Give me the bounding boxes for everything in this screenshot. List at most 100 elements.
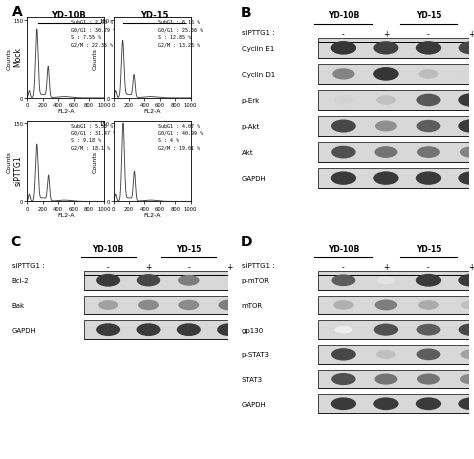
FancyBboxPatch shape [318, 345, 474, 364]
Text: +: + [146, 263, 152, 272]
Text: YD-15: YD-15 [416, 245, 441, 253]
Text: SubG1 : 4.07 %
G0/G1 : 40.99 %
S : 4 %
G2/M : 19.01 %: SubG1 : 4.07 % G0/G1 : 40.99 % S : 4 % G… [157, 123, 202, 151]
Text: siPTTG1: siPTTG1 [14, 155, 22, 185]
Text: D: D [241, 234, 252, 248]
Text: siPTTG1 :: siPTTG1 : [12, 263, 44, 269]
Ellipse shape [458, 172, 474, 185]
Text: Mock: Mock [14, 47, 22, 67]
FancyBboxPatch shape [318, 169, 474, 189]
Text: YD-10B: YD-10B [92, 245, 124, 253]
Ellipse shape [331, 146, 356, 159]
Ellipse shape [460, 350, 474, 359]
Text: -: - [427, 30, 430, 39]
Text: siPTTG1 :: siPTTG1 : [242, 263, 274, 269]
Ellipse shape [418, 301, 439, 310]
Ellipse shape [138, 300, 159, 311]
Ellipse shape [458, 397, 474, 410]
Ellipse shape [137, 324, 161, 336]
Text: +: + [468, 263, 474, 272]
Text: YD-15: YD-15 [416, 11, 441, 20]
Text: GAPDH: GAPDH [242, 176, 266, 182]
Text: p-Akt: p-Akt [242, 124, 260, 130]
Text: SubG1 : 5.55 %
G0/G1 : 31.47 %
S : 9.18 %
G2/M : 18.1 %: SubG1 : 5.55 % G0/G1 : 31.47 % S : 9.18 … [71, 123, 116, 151]
Text: siPTTG1 :: siPTTG1 : [242, 30, 274, 36]
Text: Bcl-2: Bcl-2 [12, 278, 29, 284]
Ellipse shape [374, 300, 397, 311]
Ellipse shape [460, 374, 474, 385]
Ellipse shape [377, 277, 395, 285]
Ellipse shape [373, 172, 399, 185]
Ellipse shape [459, 42, 474, 55]
Ellipse shape [331, 42, 356, 56]
Ellipse shape [376, 350, 396, 359]
FancyBboxPatch shape [83, 271, 254, 290]
Ellipse shape [333, 301, 354, 310]
Ellipse shape [178, 300, 199, 311]
Text: YD-10B: YD-10B [328, 11, 359, 20]
Text: -: - [342, 263, 345, 272]
Ellipse shape [374, 147, 397, 159]
Text: YD-15: YD-15 [176, 245, 201, 253]
X-axis label: FL2-A: FL2-A [144, 213, 161, 218]
FancyBboxPatch shape [318, 39, 474, 59]
Ellipse shape [334, 96, 353, 105]
Text: mTOR: mTOR [242, 302, 263, 308]
Text: -: - [107, 263, 109, 272]
Text: B: B [241, 6, 251, 20]
Text: GAPDH: GAPDH [12, 327, 36, 333]
FancyBboxPatch shape [318, 65, 474, 84]
FancyBboxPatch shape [318, 117, 474, 137]
Ellipse shape [460, 147, 474, 158]
Text: +: + [468, 30, 474, 39]
Y-axis label: Counts: Counts [93, 48, 98, 69]
Text: GAPDH: GAPDH [242, 401, 266, 407]
FancyBboxPatch shape [318, 143, 474, 162]
Ellipse shape [374, 42, 399, 56]
Ellipse shape [458, 274, 474, 287]
Text: YD-10B: YD-10B [51, 11, 86, 20]
Text: C: C [10, 234, 21, 248]
Text: -: - [187, 263, 190, 272]
FancyBboxPatch shape [83, 321, 254, 339]
X-axis label: FL2-A: FL2-A [144, 109, 161, 114]
Ellipse shape [177, 324, 201, 336]
Text: STAT3: STAT3 [242, 376, 263, 382]
Text: YD-15: YD-15 [140, 11, 168, 20]
Ellipse shape [462, 70, 474, 79]
Ellipse shape [417, 374, 440, 385]
Text: p-Erk: p-Erk [242, 98, 260, 104]
Ellipse shape [137, 274, 160, 287]
Ellipse shape [458, 120, 474, 134]
Text: p-STAT3: p-STAT3 [242, 352, 270, 358]
Ellipse shape [331, 120, 356, 133]
Text: SubG1 : 2.06 %
G0/G1 : 30.79 %
S : 7.55 %
G2/M : 22.35 %: SubG1 : 2.06 % G0/G1 : 30.79 % S : 7.55 … [71, 20, 116, 47]
Ellipse shape [331, 348, 356, 361]
Ellipse shape [417, 147, 440, 159]
Ellipse shape [416, 274, 441, 287]
FancyBboxPatch shape [318, 271, 474, 290]
Ellipse shape [96, 324, 120, 336]
Ellipse shape [178, 275, 200, 286]
Ellipse shape [374, 324, 398, 336]
Text: Cyclin E1: Cyclin E1 [242, 46, 274, 52]
Ellipse shape [331, 373, 356, 385]
Text: -: - [342, 30, 345, 39]
Y-axis label: Counts: Counts [7, 48, 12, 69]
Ellipse shape [373, 68, 399, 82]
Ellipse shape [416, 397, 441, 410]
Ellipse shape [374, 374, 397, 385]
Ellipse shape [417, 349, 440, 360]
Ellipse shape [417, 121, 440, 133]
Text: +: + [383, 30, 389, 39]
Ellipse shape [96, 274, 120, 287]
Ellipse shape [458, 94, 474, 107]
Ellipse shape [461, 301, 474, 310]
Ellipse shape [416, 95, 440, 107]
FancyBboxPatch shape [318, 370, 474, 389]
Ellipse shape [332, 69, 355, 80]
Ellipse shape [219, 300, 240, 311]
FancyBboxPatch shape [318, 395, 474, 413]
Text: p-mTOR: p-mTOR [242, 278, 270, 284]
Ellipse shape [331, 172, 356, 185]
Text: Cyclin D1: Cyclin D1 [242, 72, 275, 78]
